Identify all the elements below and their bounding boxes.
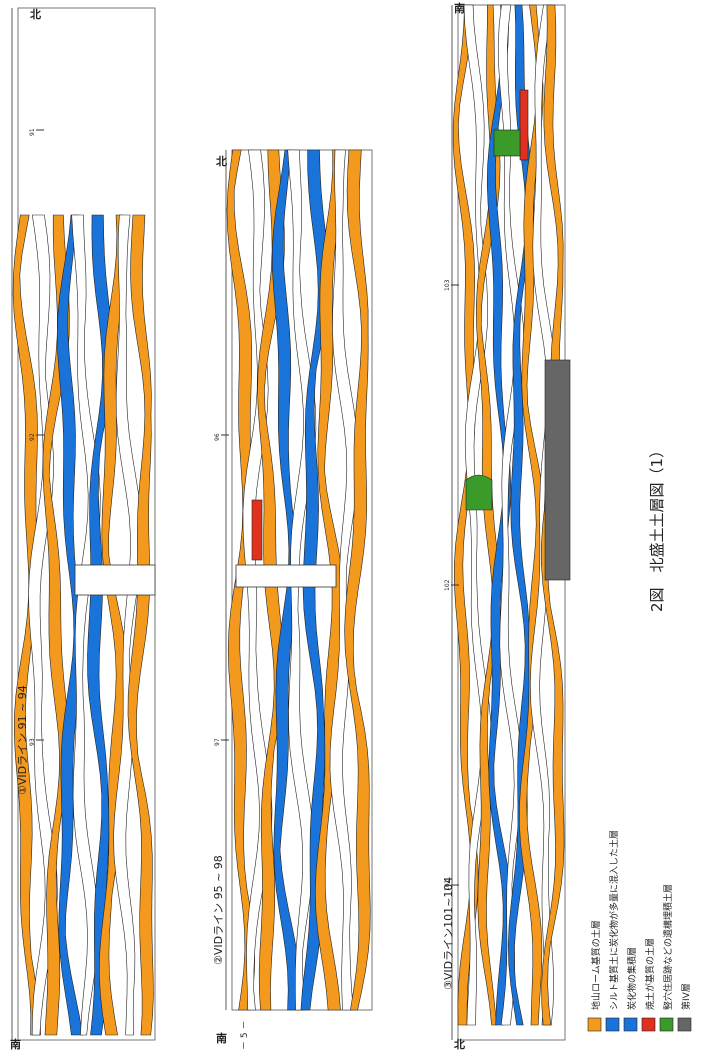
legend-swatch	[660, 1018, 673, 1031]
south-label: 南	[10, 1037, 21, 1051]
burnt-soil	[252, 500, 262, 560]
page-title: 2図 北盛土土層図（1）	[648, 443, 666, 612]
north-label: 北	[30, 7, 41, 21]
station-label: 97	[214, 738, 221, 746]
legend-swatch	[624, 1018, 637, 1031]
station-label: 103	[444, 279, 451, 291]
feature-fill	[466, 475, 492, 510]
page: ①VIDライン 91 ~ 94南北919293②VIDライン 95 ~ 98南北…	[0, 0, 705, 1057]
legend-label: 焼土が基質の土層	[644, 938, 656, 1010]
legend-swatch	[642, 1018, 655, 1031]
section-label: ③VIDライン101~104	[442, 877, 455, 990]
section-label: ②VIDライン 95 ~ 98	[212, 855, 225, 965]
page-number: － 5 －	[240, 1021, 250, 1050]
legend-label: 炭化物の集積層	[626, 947, 638, 1010]
legend-label: 地山ローム基質の土層	[590, 920, 602, 1010]
legend-label: 第IV層	[680, 983, 692, 1010]
north-label: 北	[216, 154, 227, 168]
south-label: 北	[454, 1037, 465, 1051]
legend-label: シルト基質土に炭化物が多量に混入した土層	[608, 830, 620, 1010]
legend-swatch	[588, 1018, 601, 1031]
section-label: ①VIDライン 91 ~ 94	[16, 685, 29, 795]
station-label: 93	[29, 738, 36, 746]
station-label: 101	[444, 879, 451, 891]
section-drawing	[12, 8, 155, 1040]
legend-swatch	[678, 1018, 691, 1031]
break-band	[236, 565, 336, 587]
south-label: 南	[216, 1031, 227, 1045]
station-label: 102	[444, 579, 451, 591]
legend-label: 竪穴住居跡などの遺構埋積土層	[662, 884, 674, 1010]
break-band	[75, 565, 155, 595]
layer-iv	[545, 360, 570, 580]
station-label: 91	[29, 128, 36, 136]
legend-swatch	[606, 1018, 619, 1031]
north-label: 南	[454, 1, 465, 15]
feature-fill	[494, 130, 520, 156]
station-label: 92	[29, 433, 36, 441]
station-label: 96	[214, 433, 221, 441]
burnt-soil	[520, 90, 528, 160]
